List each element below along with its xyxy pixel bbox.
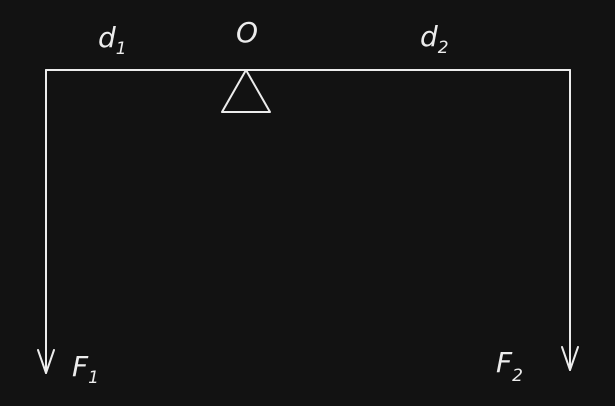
force-arrow-f1-head [37, 349, 55, 374]
force-arrow-f2-head [561, 346, 579, 371]
label-d2: d2 [420, 20, 449, 58]
label-f1-main: F [72, 350, 89, 383]
force-arrow-f1 [37, 69, 55, 374]
fulcrum-triangle [221, 69, 271, 113]
force-arrow-f2 [561, 69, 579, 371]
label-f1-sub: 1 [88, 368, 99, 388]
label-f2: F2 [496, 346, 523, 386]
label-d1-main: d [98, 21, 116, 54]
label-d2-main: d [420, 20, 438, 53]
label-d1-sub: 1 [116, 39, 127, 59]
label-d2-sub: 2 [438, 38, 449, 58]
label-f2-main: F [496, 346, 513, 379]
label-f1: F1 [72, 350, 99, 388]
label-pivot: O [236, 16, 258, 49]
label-d1: d1 [98, 21, 127, 59]
label-f2-sub: 2 [512, 366, 523, 386]
